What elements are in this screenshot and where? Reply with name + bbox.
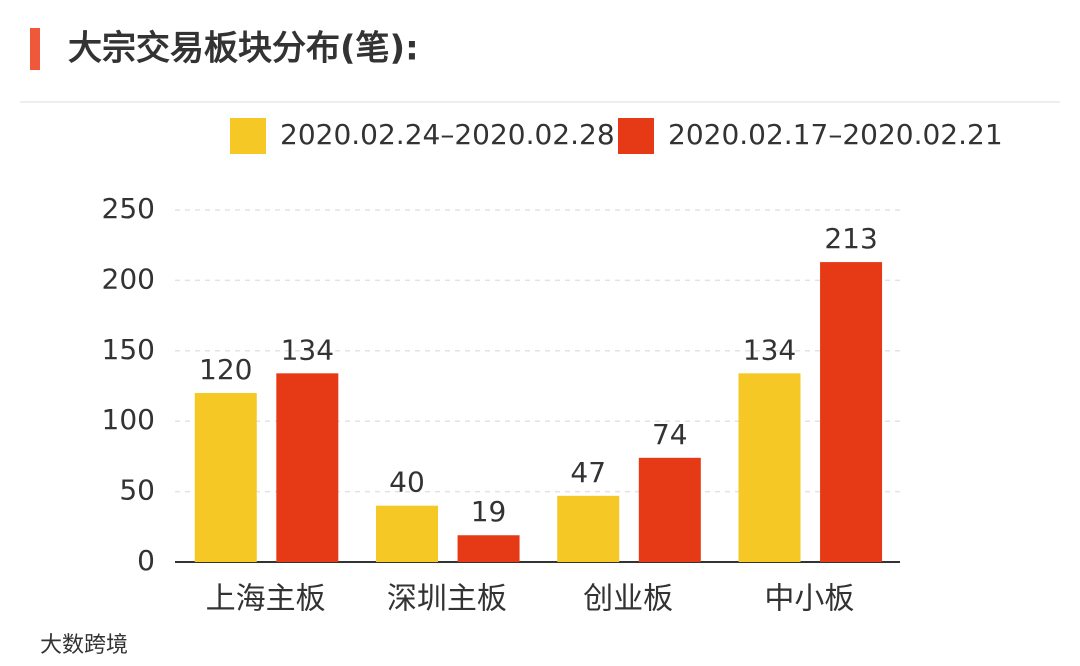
x-tick-label: 深圳主板 [387, 582, 507, 617]
x-tick-label: 中小板 [764, 582, 854, 617]
bar [276, 373, 339, 562]
y-tick-label: 50 [119, 474, 155, 507]
legend-swatch [230, 118, 266, 154]
y-tick-label: 150 [102, 333, 155, 366]
legend-label: 2020.02.24–2020.02.28 [280, 118, 615, 151]
value-label: 134 [743, 333, 796, 366]
bar [457, 535, 520, 562]
x-tick-label: 上海主板 [206, 582, 326, 617]
watermark: 大数跨境 [40, 633, 128, 658]
value-label: 74 [652, 418, 688, 451]
value-label: 120 [199, 353, 252, 386]
y-tick-label: 250 [102, 192, 155, 225]
value-label: 19 [471, 495, 507, 528]
y-tick-label: 100 [102, 403, 155, 436]
value-label: 40 [389, 466, 425, 499]
value-label: 134 [281, 333, 334, 366]
bar [376, 505, 438, 562]
y-tick-label: 200 [102, 262, 155, 295]
x-tick-label: 创业板 [583, 582, 673, 617]
y-tick-label: 0 [137, 544, 155, 577]
bar [638, 457, 701, 562]
bar [194, 393, 257, 562]
legend-swatch [618, 118, 654, 154]
value-label: 213 [824, 222, 877, 255]
chart-title: 大宗交易板块分布(笔): [68, 29, 419, 69]
bar [738, 373, 801, 562]
title-marker [30, 28, 40, 70]
legend-label: 2020.02.17–2020.02.21 [668, 118, 1003, 151]
value-label: 47 [570, 456, 606, 489]
bar [557, 495, 620, 562]
bar [820, 262, 883, 562]
